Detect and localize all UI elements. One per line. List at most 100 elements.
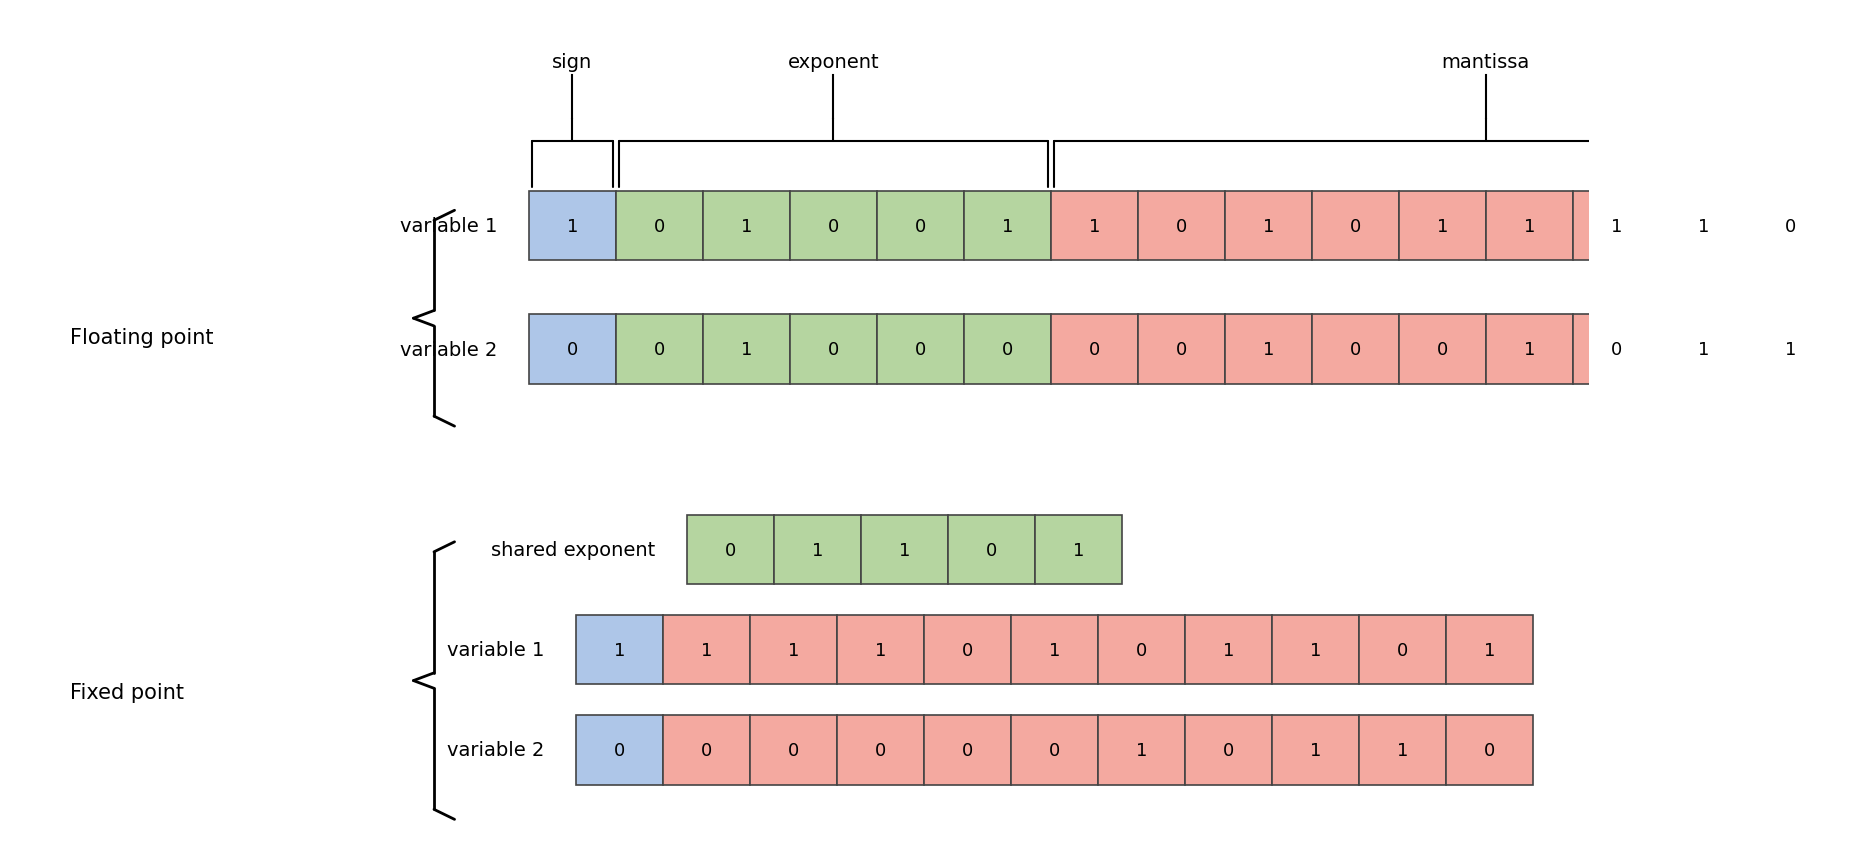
Text: 1: 1 (1610, 218, 1622, 235)
Bar (1098, 715, 1186, 784)
Text: 0: 0 (913, 218, 925, 235)
Text: variable 2: variable 2 (399, 340, 498, 359)
Text: 0: 0 (788, 741, 800, 759)
Text: 0: 0 (613, 741, 624, 759)
Text: 1: 1 (874, 641, 885, 659)
Bar (576, 715, 664, 784)
Bar (1310, 192, 1398, 261)
Text: 0: 0 (986, 541, 997, 559)
Text: 1: 1 (701, 641, 712, 659)
Text: 0: 0 (654, 218, 665, 235)
Bar (837, 616, 925, 684)
Bar (1398, 192, 1486, 261)
Text: 1: 1 (788, 641, 800, 659)
Bar (1832, 192, 1864, 261)
Text: 0: 0 (913, 341, 925, 359)
Bar (1359, 715, 1445, 784)
Text: 1: 1 (811, 541, 822, 559)
Text: 0: 0 (654, 341, 665, 359)
Bar (703, 192, 790, 261)
Bar (925, 616, 1010, 684)
Text: 0: 0 (1223, 741, 1234, 759)
Text: 0: 0 (701, 741, 712, 759)
Bar (1098, 616, 1186, 684)
Text: 1: 1 (1001, 218, 1012, 235)
Bar (1035, 515, 1122, 585)
Text: 0: 0 (1610, 341, 1622, 359)
Bar (664, 715, 749, 784)
Bar (790, 192, 876, 261)
Text: 0: 0 (828, 341, 839, 359)
Bar (1225, 192, 1310, 261)
Bar (925, 715, 1010, 784)
Bar (1659, 192, 1747, 261)
Text: 0: 0 (1396, 641, 1407, 659)
Text: 0: 0 (1484, 741, 1495, 759)
Text: 1: 1 (1435, 218, 1446, 235)
Text: 0: 0 (1089, 341, 1100, 359)
Text: 1: 1 (567, 218, 578, 235)
Bar (1486, 315, 1571, 384)
Text: 0: 0 (567, 341, 578, 359)
Bar (1049, 192, 1137, 261)
Text: 1: 1 (1135, 741, 1146, 759)
Bar (1571, 192, 1659, 261)
Text: 0: 0 (874, 741, 885, 759)
Text: 1: 1 (1523, 218, 1534, 235)
Bar (1486, 192, 1571, 261)
Text: 1: 1 (1784, 341, 1795, 359)
Text: 1: 1 (1072, 541, 1083, 559)
Text: 1: 1 (740, 341, 751, 359)
Bar (1747, 315, 1832, 384)
Bar (774, 515, 861, 585)
Bar (1659, 315, 1747, 384)
Text: exponent: exponent (787, 53, 878, 72)
Bar (1445, 616, 1532, 684)
Text: variable 1: variable 1 (447, 641, 544, 660)
Bar (615, 192, 703, 261)
Text: 0: 0 (1435, 341, 1446, 359)
Bar (529, 192, 615, 261)
Bar (1832, 315, 1864, 384)
Text: mantissa: mantissa (1441, 53, 1528, 72)
Text: 1: 1 (1696, 218, 1707, 235)
Text: 1: 1 (1309, 641, 1322, 659)
Bar (876, 192, 964, 261)
Text: variable 1: variable 1 (399, 217, 498, 236)
Text: 0: 0 (725, 541, 736, 559)
Text: 0: 0 (1350, 218, 1361, 235)
Bar (1186, 715, 1271, 784)
Text: 0: 0 (1174, 218, 1186, 235)
Bar (964, 192, 1049, 261)
Bar (529, 315, 615, 384)
Text: 0: 0 (1350, 341, 1361, 359)
Bar (1137, 315, 1225, 384)
Text: 1: 1 (898, 541, 910, 559)
Text: 1: 1 (1309, 741, 1322, 759)
Bar (861, 515, 947, 585)
Bar (1186, 616, 1271, 684)
Text: 1: 1 (613, 641, 624, 659)
Bar (876, 315, 964, 384)
Bar (1049, 315, 1137, 384)
Bar (964, 315, 1049, 384)
Text: 0: 0 (1174, 341, 1186, 359)
Bar (703, 315, 790, 384)
Bar (576, 616, 664, 684)
Bar (686, 515, 774, 585)
Text: 1: 1 (1262, 341, 1273, 359)
Text: 1: 1 (1262, 218, 1273, 235)
Text: 1: 1 (1396, 741, 1407, 759)
Text: sign: sign (552, 53, 593, 72)
Bar (947, 515, 1035, 585)
Text: 0: 0 (962, 641, 973, 659)
Text: 1: 1 (1223, 641, 1234, 659)
Text: 0: 0 (1784, 218, 1795, 235)
Bar (1010, 616, 1098, 684)
Bar (1271, 715, 1359, 784)
Bar (1010, 715, 1098, 784)
Text: 1: 1 (1523, 341, 1534, 359)
Bar (1571, 315, 1659, 384)
Text: 1: 1 (1049, 641, 1061, 659)
Bar (1310, 315, 1398, 384)
